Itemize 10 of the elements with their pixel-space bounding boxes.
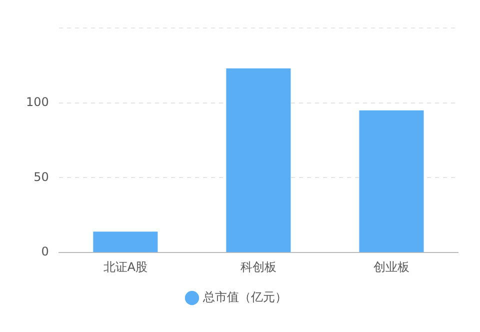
x-tick-label: 科创板 (240, 260, 276, 274)
bar (93, 232, 158, 252)
bar (359, 110, 424, 252)
y-tick-label: 0 (41, 244, 49, 259)
y-tick-label: 50 (34, 170, 49, 184)
x-tick-label: 创业板 (373, 260, 410, 274)
bar (226, 68, 291, 252)
legend-label: 总市值（亿元） (202, 290, 287, 304)
y-tick-label: 100 (26, 94, 49, 109)
x-tick-label: 北证A股 (103, 260, 148, 274)
